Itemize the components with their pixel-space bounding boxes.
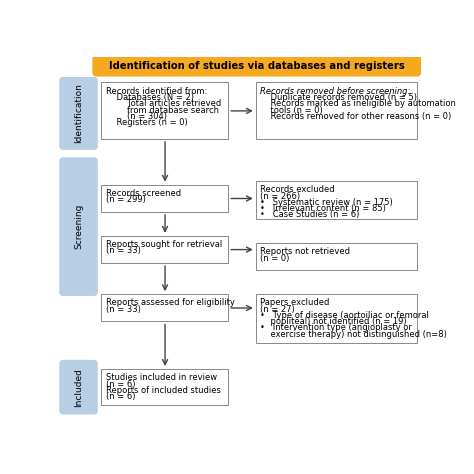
Text: (n = 6): (n = 6) [106, 392, 136, 401]
Text: Reports not retrieved: Reports not retrieved [260, 247, 350, 256]
Text: Records removed before screening:: Records removed before screening: [260, 87, 410, 96]
Text: Records identified from:: Records identified from: [106, 87, 207, 96]
Text: Screening: Screening [74, 204, 83, 249]
Text: Included: Included [74, 368, 83, 407]
FancyBboxPatch shape [256, 181, 418, 219]
Text: Papers excluded: Papers excluded [260, 299, 329, 308]
FancyBboxPatch shape [101, 82, 228, 139]
Text: (n = 33): (n = 33) [106, 246, 141, 255]
FancyBboxPatch shape [256, 294, 418, 343]
FancyBboxPatch shape [60, 158, 97, 295]
Text: (n = 0): (n = 0) [260, 254, 290, 263]
Text: exercise therapy) not distinguished (n=8): exercise therapy) not distinguished (n=8… [260, 330, 447, 339]
Text: Identification: Identification [74, 83, 83, 144]
Text: from database search: from database search [106, 106, 219, 115]
Text: •   Irrelevant content (n = 85): • Irrelevant content (n = 85) [260, 204, 386, 213]
FancyBboxPatch shape [256, 243, 418, 270]
Text: (n = 299): (n = 299) [106, 195, 146, 204]
Text: Registers (n = 0): Registers (n = 0) [106, 118, 188, 127]
Text: Records screened: Records screened [106, 189, 181, 198]
Text: Duplicate records removed (n = 5): Duplicate records removed (n = 5) [260, 93, 417, 102]
Text: Databases (N = 2): Databases (N = 2) [106, 93, 194, 102]
Text: Reports assessed for eligibility: Reports assessed for eligibility [106, 299, 235, 308]
Text: (n = 6): (n = 6) [106, 380, 136, 389]
FancyBboxPatch shape [101, 236, 228, 263]
FancyBboxPatch shape [101, 294, 228, 321]
Text: •   Case Studies (n = 6): • Case Studies (n = 6) [260, 210, 360, 219]
Text: Records excluded: Records excluded [260, 185, 335, 194]
Text: Records removed for other reasons (n = 0): Records removed for other reasons (n = 0… [260, 112, 451, 121]
Text: Reports sought for retrieval: Reports sought for retrieval [106, 240, 222, 249]
FancyBboxPatch shape [256, 82, 418, 139]
FancyBboxPatch shape [60, 78, 97, 149]
Text: Reports of included studies: Reports of included studies [106, 386, 221, 395]
Text: (n = 304): (n = 304) [106, 112, 167, 121]
FancyBboxPatch shape [60, 361, 97, 414]
FancyBboxPatch shape [93, 56, 420, 76]
Text: •   Systematic review (n = 175): • Systematic review (n = 175) [260, 198, 393, 207]
Text: (n = 27): (n = 27) [260, 305, 295, 314]
Text: tools (n = 0): tools (n = 0) [260, 106, 323, 115]
Text: •   Type of disease (aortoiliac or femoral: • Type of disease (aortoiliac or femoral [260, 311, 429, 320]
Text: •   Intervention type (angioplasty or: • Intervention type (angioplasty or [260, 323, 412, 332]
Text: (n = 33): (n = 33) [106, 305, 141, 314]
Text: Studies included in review: Studies included in review [106, 374, 217, 383]
Text: Identification of studies via databases and registers: Identification of studies via databases … [109, 61, 405, 71]
Text: Total articles retrieved: Total articles retrieved [106, 99, 221, 108]
Text: Records marked as ineligible by automation: Records marked as ineligible by automati… [260, 99, 456, 108]
Text: popliteal) not identified (n = 19): popliteal) not identified (n = 19) [260, 317, 407, 326]
FancyBboxPatch shape [101, 185, 228, 212]
FancyBboxPatch shape [101, 369, 228, 405]
Text: (n = 266): (n = 266) [260, 191, 301, 201]
